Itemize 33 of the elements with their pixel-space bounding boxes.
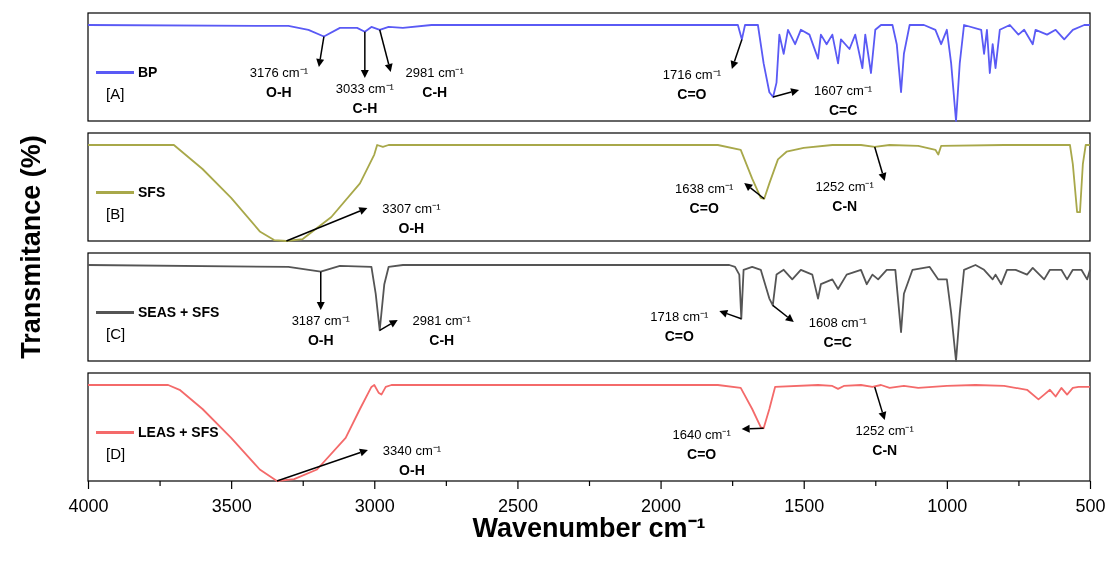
annotation: 1607 cm⁻¹ C=C — [813, 83, 873, 118]
annotation: [D] — [106, 445, 126, 462]
y-axis-title: Transmitance (%) — [16, 135, 46, 359]
annotation: 3033 cm⁻¹ C-H — [335, 81, 395, 116]
x-tick-label: 2500 — [497, 495, 538, 516]
annotation: 1608 cm⁻¹ C=C — [808, 315, 868, 350]
annotation: 1716 cm⁻¹ C=O — [662, 67, 722, 102]
legend-label: SEAS + SFS — [138, 304, 220, 321]
x-tick-label: 2000 — [641, 495, 682, 516]
annotation: 3176 cm⁻¹ O-H — [249, 65, 309, 100]
x-tick-label: 3000 — [354, 495, 395, 516]
annotation: [A] — [106, 85, 125, 102]
x-tick-label: 1500 — [784, 495, 825, 516]
annotation: 3307 cm⁻¹ O-H — [382, 201, 442, 236]
annotation: 2981 cm⁻¹ C-H — [412, 313, 472, 348]
x-tick-label: 500 — [1075, 495, 1106, 516]
annotation: 3340 cm⁻¹ O-H — [382, 443, 442, 478]
x-tick-label: 3500 — [211, 495, 252, 516]
x-tick-label: 4000 — [68, 495, 109, 516]
annotation: 1252 cm⁻¹ C-N — [855, 423, 915, 458]
annotation: 1638 cm⁻¹ C=O — [675, 181, 734, 216]
legend-label: SFS — [138, 184, 166, 201]
annotation: 3187 cm⁻¹ O-H — [291, 313, 351, 348]
legend-label: BP — [138, 64, 158, 81]
annotation: 1252 cm⁻¹ C-N — [815, 179, 875, 214]
annotation: 1640 cm⁻¹ C=O — [672, 427, 732, 462]
annotation: [C] — [106, 325, 126, 342]
annotation: 1718 cm⁻¹ C=O — [650, 309, 710, 344]
annotation: [B] — [106, 205, 125, 222]
annotation: 2981 cm⁻¹ C-H — [405, 65, 465, 100]
x-tick-label: 1000 — [927, 495, 968, 516]
legend-label: LEAS + SFS — [138, 424, 219, 441]
x-axis-title: Wavenumber cm⁻¹ — [472, 513, 706, 543]
